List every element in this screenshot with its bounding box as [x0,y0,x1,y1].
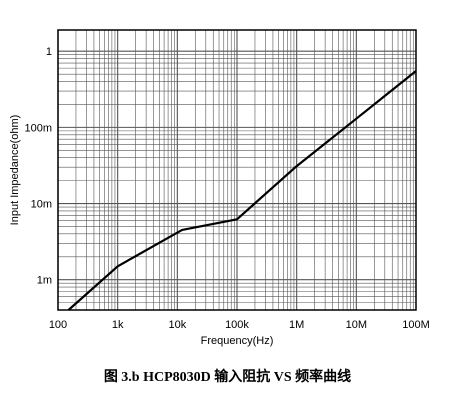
x-axis-label: Frequency(Hz) [201,335,274,347]
x-tick-labels: 100 1k 10k 100k 1M 10M 100M [49,319,430,331]
figure-caption: 图 3.b HCP8030D 输入阻抗 VS 频率曲线 [103,370,352,385]
y-tick-labels: 1m 10m 100m 1 [24,46,52,286]
y-tick-label: 10m [31,199,52,211]
x-tick-label: 100 [49,319,67,331]
x-tick-label: 100M [402,319,430,331]
x-tick-label: 10k [168,319,186,331]
plot-frame [57,29,417,311]
y-tick-label: 1 [46,46,52,58]
y-tick-label: 100m [24,122,52,134]
y-tick-label: 1m [37,275,52,287]
y-axis-label: Input Impedance(ohm) [9,115,21,226]
series-layer [67,70,417,311]
series-line [67,70,417,311]
grid [57,30,416,311]
x-tick-label: 1M [289,319,304,331]
x-tick-label: 10M [346,319,367,331]
x-tick-label: 100k [225,319,249,331]
x-tick-label: 1k [112,319,124,331]
